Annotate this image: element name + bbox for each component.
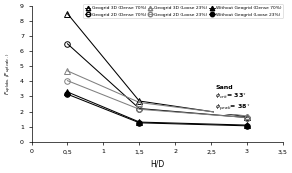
Legend: Geogrid 3D (Dense 70%), Geogrid 2D (Dense 70%), Geogrid 3D (Loose 23%), Geogrid : Geogrid 3D (Dense 70%), Geogrid 2D (Dens… [83,4,283,18]
Text: Sand
$\phi_{crit}$= 33$^{\circ}$
$\phi_{peak}$= 38$^{\circ}$: Sand $\phi_{crit}$= 33$^{\circ}$ $\phi_{… [215,85,250,113]
Y-axis label: $F_{uplobs.}/F_{up(calc.)}$: $F_{uplobs.}/F_{up(calc.)}$ [4,53,14,95]
X-axis label: H/D: H/D [150,160,164,169]
